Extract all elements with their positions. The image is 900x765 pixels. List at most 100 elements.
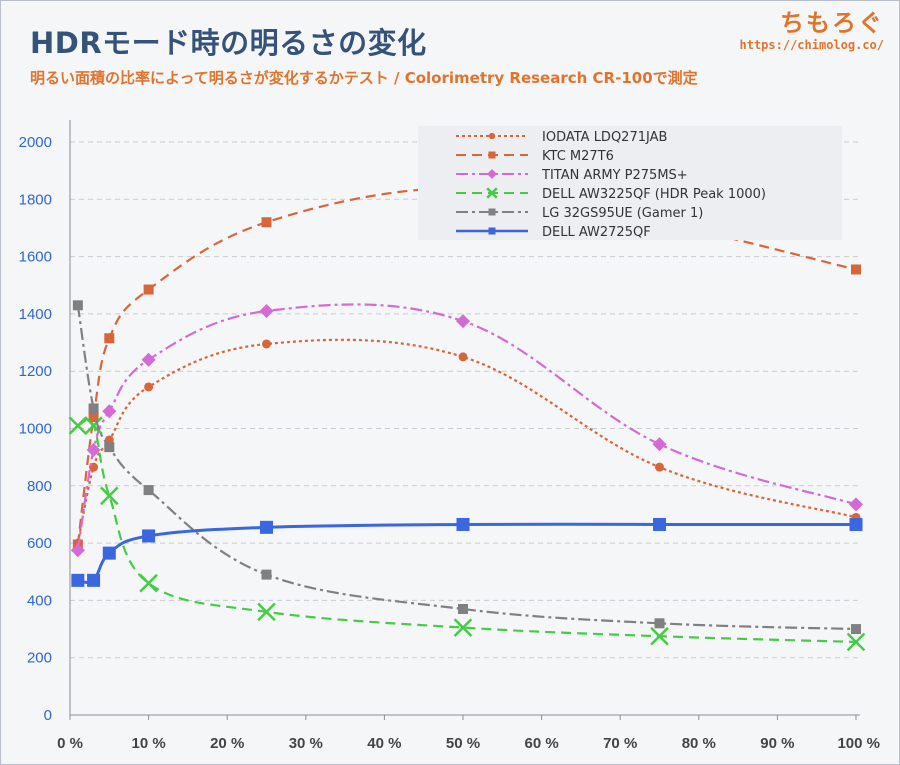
marker-stroke	[650, 626, 669, 646]
data-point	[849, 517, 863, 531]
legend-item: DELL AW3225QF (HDR Peak 1000)	[456, 187, 766, 202]
data-point	[142, 529, 156, 543]
site-logo[interactable]: ちもろぐ https://chimolog.co/	[740, 8, 885, 52]
series-group	[68, 182, 866, 652]
legend-box	[418, 126, 842, 240]
data-point	[260, 520, 273, 534]
y-tick-label: 2000	[19, 134, 52, 151]
legend-label: IODATA LDQ271JAB	[542, 130, 667, 145]
marker-stroke	[100, 486, 119, 506]
x-tick-label: 50 %	[446, 735, 480, 752]
series-line	[76, 338, 857, 544]
data-point	[102, 404, 117, 419]
y-tick-label: 1400	[19, 306, 52, 323]
legend-label: TITAN ARMY P275MS+	[541, 168, 688, 183]
legend: IODATA LDQ271JAB KTC M27T6 TITAN ARMY P275…	[418, 126, 842, 240]
marker-stroke	[846, 632, 866, 652]
y-tick-label: 1600	[19, 249, 52, 266]
data-point	[851, 624, 861, 635]
logo-url: https://chimolog.co/	[739, 38, 885, 52]
y-tick-label: 200	[27, 650, 52, 667]
legend-marker	[488, 151, 496, 159]
data-point	[652, 437, 667, 452]
legend-item: LG 32GS95UE (Gamer 1)	[456, 206, 703, 221]
x-tick-label: 0 %	[57, 735, 83, 752]
data-point	[72, 300, 83, 311]
data-point	[104, 333, 115, 344]
y-tick-label: 1200	[19, 363, 52, 380]
x-tick-label: 70 %	[603, 735, 637, 752]
marker-stroke	[453, 618, 473, 637]
series-titan-army-p275ms-	[70, 303, 863, 558]
data-point	[139, 573, 158, 593]
data-point	[100, 486, 119, 506]
data-point	[456, 314, 470, 329]
chart-subtitle: 明るい面積の比率によって明るさが変化するかテスト / Colorimetry R…	[30, 69, 698, 87]
data-point	[143, 284, 154, 295]
legend-item: KTC M27T6	[456, 149, 614, 164]
series-dell-aw2725qf	[71, 517, 863, 587]
x-axis-ticks: 0 % 10 % 20 % 30 % 40 % 50 % 60 % 70 % 80 % 90 % 1…	[57, 715, 880, 752]
data-point	[88, 412, 99, 423]
series-line	[76, 303, 857, 551]
data-point	[458, 603, 468, 614]
data-point	[655, 462, 664, 472]
data-point	[262, 339, 271, 349]
data-point	[84, 416, 103, 435]
legend-item: TITAN ARMY P275MS+	[456, 168, 688, 183]
legend-item: IODATA LDQ271JAB	[456, 130, 667, 145]
x-tick-label: 80 %	[682, 735, 716, 752]
series-iodata-ldq271jab	[73, 338, 861, 548]
data-point	[259, 304, 274, 319]
legend-marker	[488, 208, 496, 216]
data-point	[654, 618, 665, 629]
legend-marker	[487, 169, 497, 179]
data-point	[650, 626, 669, 646]
legend-label: DELL AW3225QF (HDR Peak 1000)	[542, 187, 766, 202]
y-tick-label: 600	[27, 535, 52, 552]
x-tick-label: 90 %	[760, 735, 794, 752]
legend-label: DELL AW2725QF	[542, 225, 651, 240]
data-point	[261, 217, 272, 228]
legend-marker	[486, 187, 498, 199]
data-point	[653, 517, 666, 531]
data-point	[453, 618, 473, 637]
x-tick-label: 40 %	[367, 735, 401, 752]
chart-title: HDRモード時の明るさの変化	[30, 26, 427, 60]
data-point	[70, 543, 85, 558]
data-point	[456, 517, 470, 531]
series-lg-32gs95ue-gamer-1-	[72, 300, 861, 635]
data-point	[257, 602, 276, 622]
y-tick-label: 0	[44, 707, 52, 724]
marker-stroke	[84, 416, 103, 435]
legend-label: KTC M27T6	[542, 149, 614, 164]
marker-stroke	[486, 187, 498, 199]
marker-stroke	[139, 573, 158, 593]
x-tick-label: 30 %	[289, 735, 323, 752]
legend-marker	[488, 227, 496, 235]
y-tick-label: 400	[27, 592, 52, 609]
series-line	[76, 186, 857, 545]
y-tick-label: 1000	[19, 421, 52, 438]
data-point	[141, 352, 156, 367]
x-tick-label: 10 %	[131, 735, 165, 752]
y-tick-label: 800	[27, 478, 52, 495]
x-tick-label: 60 %	[524, 735, 558, 752]
x-tick-label: 100 %	[837, 735, 880, 752]
legend-item: DELL AW2725QF	[456, 225, 651, 240]
data-point	[68, 416, 88, 435]
y-tick-label: 1800	[19, 191, 52, 208]
series-line	[77, 522, 856, 584]
data-point	[102, 546, 116, 560]
data-point	[86, 442, 101, 457]
data-point	[71, 573, 85, 587]
marker-stroke	[68, 416, 88, 435]
legend-marker	[488, 132, 496, 140]
data-point	[104, 442, 115, 453]
data-point	[851, 264, 861, 275]
data-point	[846, 632, 866, 652]
data-point	[261, 569, 272, 580]
x-tick-label: 20 %	[210, 735, 244, 752]
data-point	[87, 573, 101, 587]
